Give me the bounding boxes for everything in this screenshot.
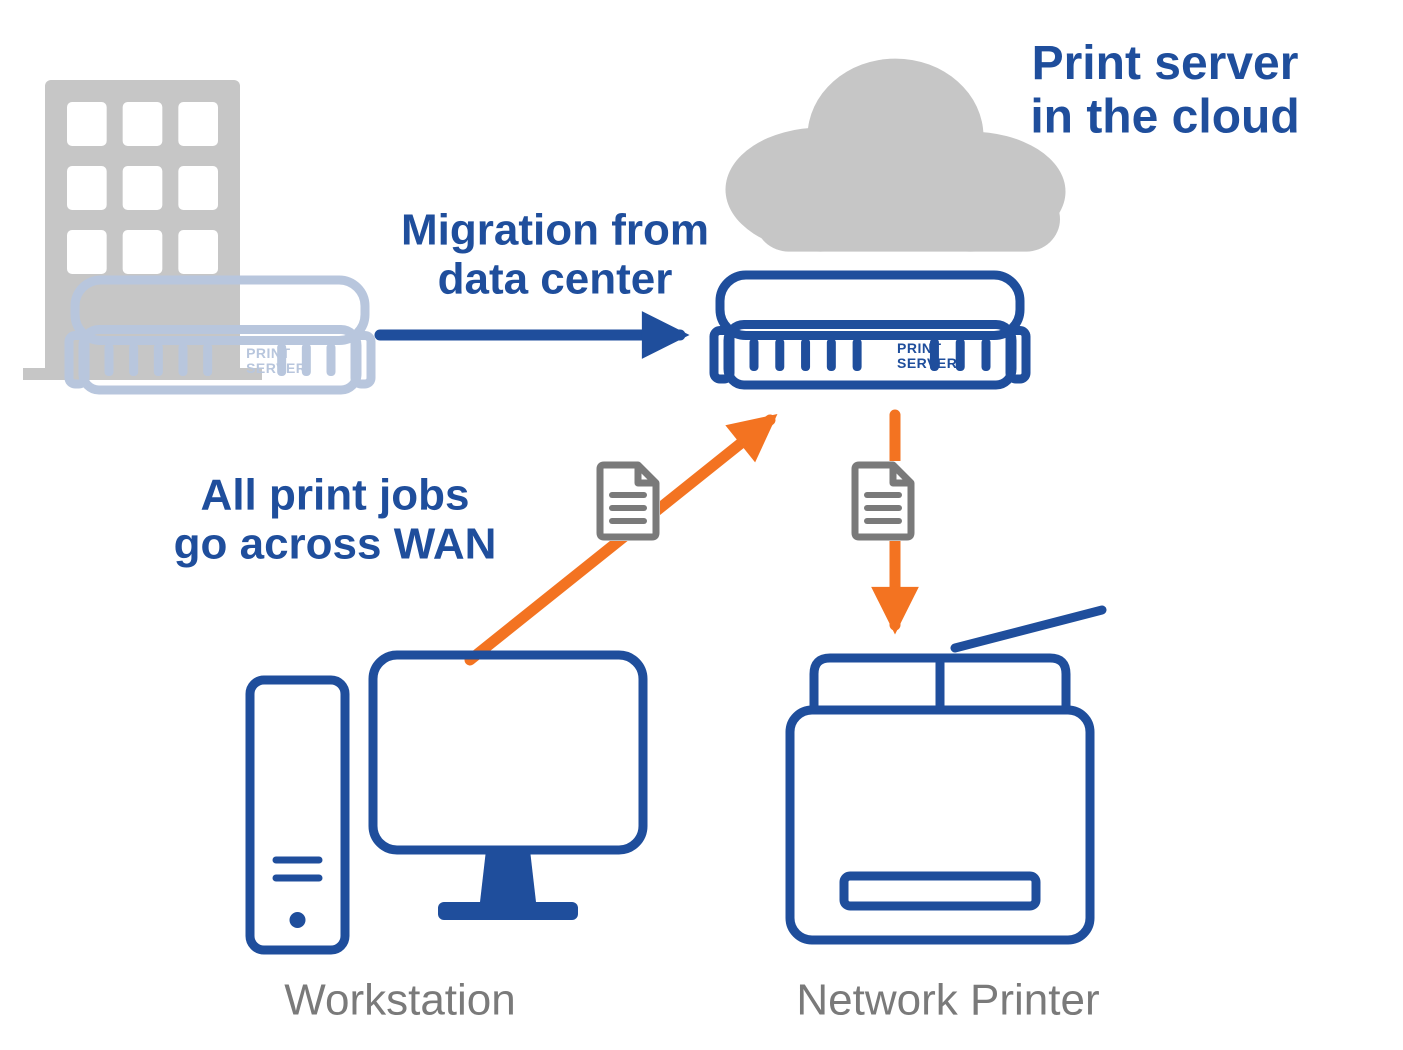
svg-text:PRINT: PRINT [246, 345, 291, 361]
svg-text:go across WAN: go across WAN [174, 520, 497, 569]
svg-text:data center: data center [438, 255, 673, 304]
network-printer-icon [790, 610, 1102, 940]
document-icon-upload [596, 461, 660, 541]
label-migration: Migration fromdata center [401, 205, 709, 303]
document-icon-download [851, 461, 915, 541]
label-cloud-title: Print serverin the cloud [1030, 37, 1299, 144]
svg-text:Migration from: Migration from [401, 205, 709, 254]
label-network-printer: Network Printer [796, 975, 1099, 1024]
workstation-icon [250, 655, 643, 950]
svg-text:Workstation: Workstation [284, 975, 516, 1024]
cloud-icon [726, 59, 1066, 252]
building-icon [23, 80, 262, 380]
label-workstation: Workstation [284, 975, 516, 1024]
svg-text:in the cloud: in the cloud [1030, 91, 1299, 144]
svg-text:All print jobs: All print jobs [201, 470, 470, 519]
svg-text:SERVER: SERVER [246, 360, 306, 376]
svg-text:Network Printer: Network Printer [796, 975, 1099, 1024]
svg-text:Print server: Print server [1032, 37, 1299, 90]
svg-text:PRINT: PRINT [897, 340, 942, 356]
cloud-print-server-icon: PRINTSERVER [714, 275, 1026, 385]
svg-text:SERVER: SERVER [897, 355, 957, 371]
label-wan: All print jobsgo across WAN [174, 470, 497, 568]
